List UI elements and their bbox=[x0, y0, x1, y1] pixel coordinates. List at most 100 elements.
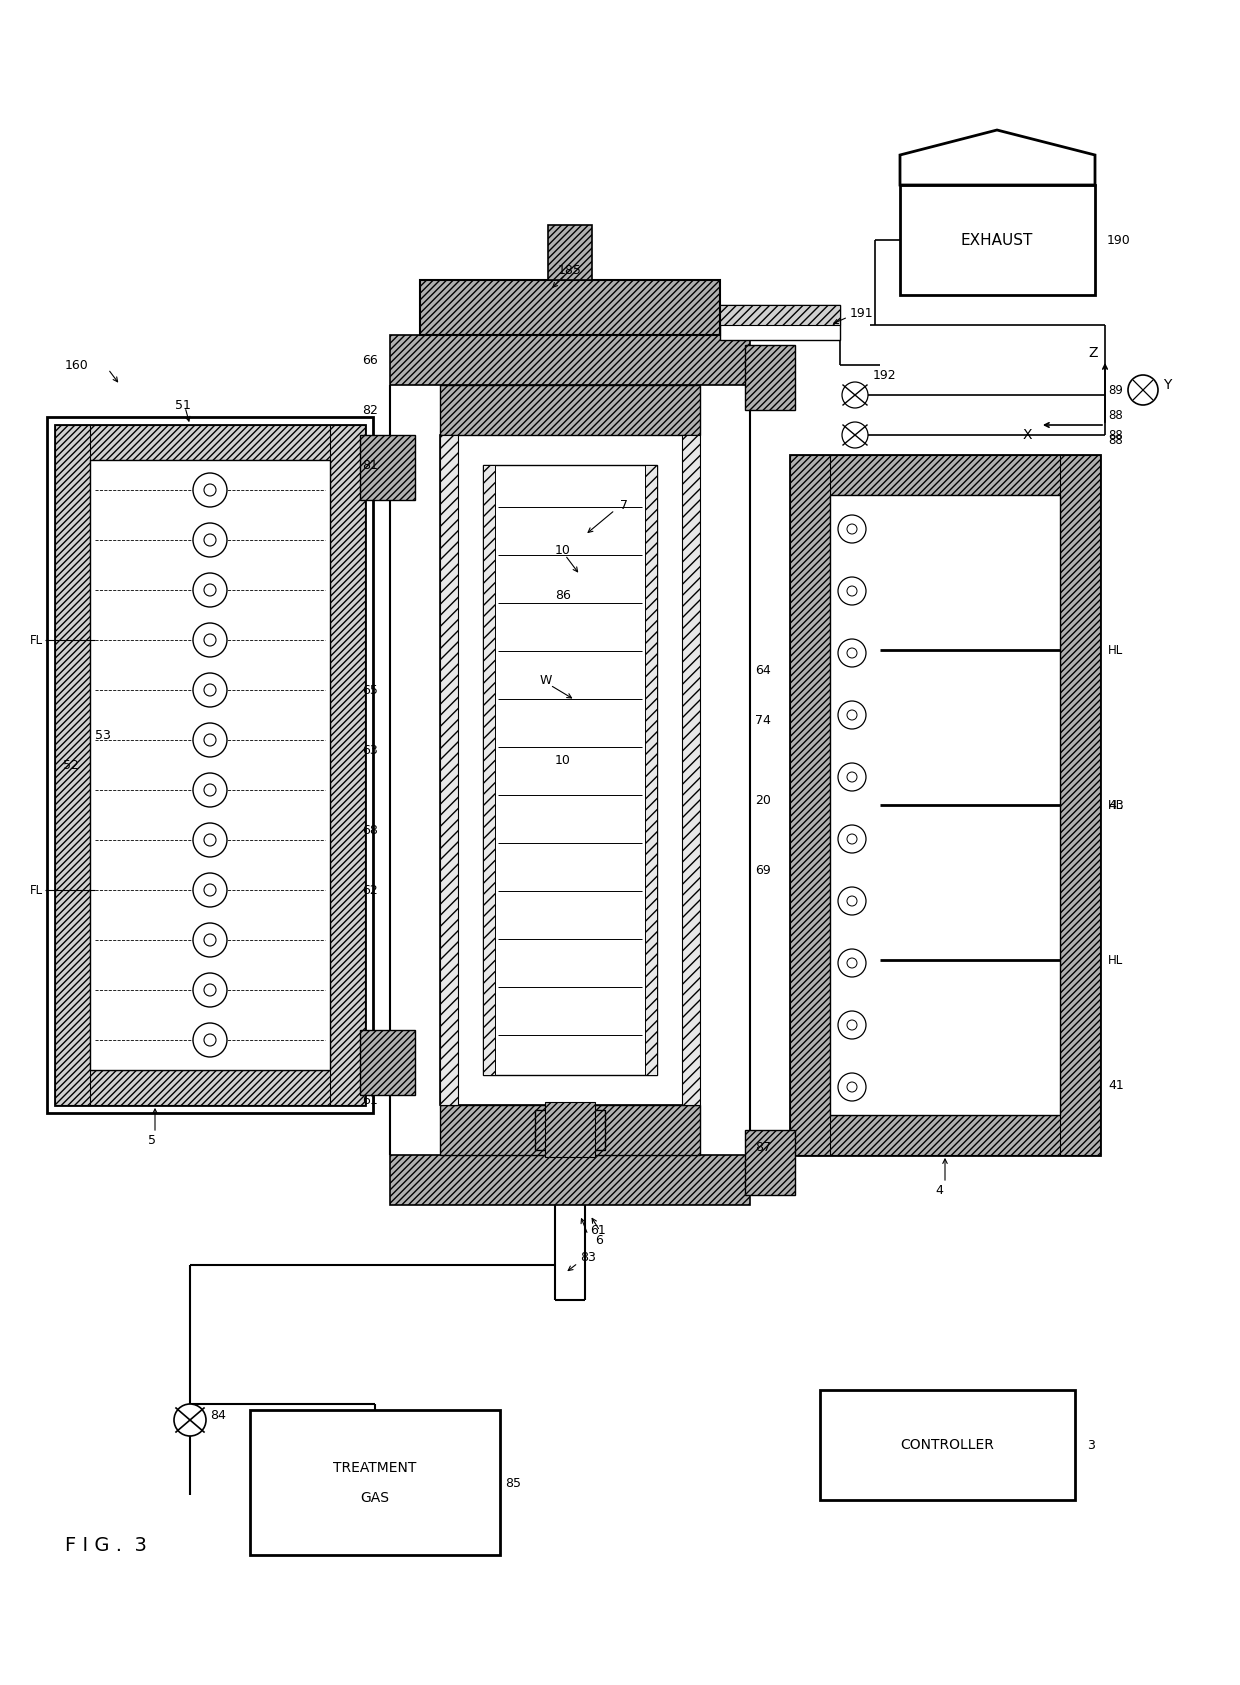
Text: 5: 5 bbox=[148, 1134, 156, 1146]
Circle shape bbox=[847, 896, 857, 907]
Text: W: W bbox=[539, 674, 552, 686]
Circle shape bbox=[193, 972, 227, 1008]
Bar bbox=[440, 384, 701, 435]
Text: 83: 83 bbox=[580, 1250, 596, 1264]
Text: 61: 61 bbox=[590, 1223, 606, 1237]
Text: 6: 6 bbox=[595, 1233, 603, 1247]
Text: GAS: GAS bbox=[361, 1491, 389, 1505]
Bar bbox=[440, 435, 701, 1105]
Text: 84: 84 bbox=[210, 1409, 226, 1422]
Circle shape bbox=[193, 873, 227, 907]
Circle shape bbox=[847, 772, 857, 782]
Circle shape bbox=[193, 672, 227, 708]
Text: 51: 51 bbox=[175, 398, 191, 411]
Circle shape bbox=[838, 763, 866, 790]
Circle shape bbox=[205, 933, 216, 945]
Bar bbox=[47, 416, 373, 1114]
Circle shape bbox=[205, 684, 216, 696]
Text: Y: Y bbox=[1163, 377, 1172, 393]
Circle shape bbox=[205, 484, 216, 495]
Text: 192: 192 bbox=[873, 369, 897, 381]
Text: 185: 185 bbox=[558, 263, 582, 276]
Text: X: X bbox=[1022, 428, 1032, 441]
Bar bbox=[546, 1102, 595, 1158]
Text: 88: 88 bbox=[1109, 428, 1122, 441]
Text: 66: 66 bbox=[362, 354, 378, 367]
Circle shape bbox=[847, 1019, 857, 1030]
Bar bbox=[790, 455, 830, 1154]
Text: 10: 10 bbox=[556, 753, 570, 767]
Text: 82: 82 bbox=[362, 403, 378, 416]
Text: 64: 64 bbox=[755, 664, 771, 676]
Text: 53: 53 bbox=[95, 728, 110, 741]
Text: 74: 74 bbox=[755, 713, 771, 726]
Bar bbox=[645, 465, 657, 1075]
Circle shape bbox=[847, 834, 857, 844]
Circle shape bbox=[847, 709, 857, 719]
Bar bbox=[91, 460, 330, 1070]
Text: HL: HL bbox=[1109, 644, 1123, 657]
Text: 43: 43 bbox=[1109, 799, 1123, 812]
Circle shape bbox=[174, 1404, 206, 1436]
Text: 88: 88 bbox=[1109, 408, 1122, 421]
Bar bbox=[720, 305, 839, 325]
Bar bbox=[391, 1154, 750, 1205]
Circle shape bbox=[193, 623, 227, 657]
Circle shape bbox=[838, 701, 866, 730]
Text: 65: 65 bbox=[362, 684, 378, 696]
Bar bbox=[440, 1105, 701, 1154]
Text: 10: 10 bbox=[556, 544, 570, 556]
Circle shape bbox=[842, 421, 868, 448]
Circle shape bbox=[205, 735, 216, 746]
Circle shape bbox=[193, 822, 227, 858]
Text: 62: 62 bbox=[362, 883, 378, 896]
Text: 63: 63 bbox=[362, 743, 378, 757]
Circle shape bbox=[205, 984, 216, 996]
Text: 7: 7 bbox=[620, 499, 627, 512]
Text: 89: 89 bbox=[1109, 384, 1123, 396]
Circle shape bbox=[838, 1073, 866, 1100]
Circle shape bbox=[205, 1035, 216, 1046]
Circle shape bbox=[838, 639, 866, 667]
Text: 85: 85 bbox=[505, 1476, 521, 1490]
Text: 88: 88 bbox=[1109, 433, 1122, 447]
Circle shape bbox=[838, 886, 866, 915]
Circle shape bbox=[205, 834, 216, 846]
Text: CONTROLLER: CONTROLLER bbox=[900, 1437, 994, 1452]
Circle shape bbox=[193, 723, 227, 757]
Text: 191: 191 bbox=[849, 307, 874, 320]
Text: FL: FL bbox=[30, 634, 43, 647]
Bar bbox=[484, 465, 657, 1075]
Bar bbox=[830, 495, 1060, 1115]
Text: 4: 4 bbox=[935, 1183, 942, 1196]
Bar bbox=[900, 185, 1095, 295]
Bar bbox=[790, 1115, 1100, 1154]
Text: TREATMENT: TREATMENT bbox=[334, 1461, 417, 1474]
Circle shape bbox=[847, 524, 857, 534]
Bar bbox=[548, 226, 591, 280]
Bar bbox=[391, 335, 750, 384]
Circle shape bbox=[838, 949, 866, 977]
Text: 68: 68 bbox=[362, 824, 378, 836]
Circle shape bbox=[193, 473, 227, 507]
Text: 3: 3 bbox=[1087, 1439, 1095, 1451]
Circle shape bbox=[205, 784, 216, 795]
Circle shape bbox=[838, 516, 866, 543]
Text: F I G .  3: F I G . 3 bbox=[64, 1537, 146, 1555]
Bar bbox=[55, 425, 365, 460]
Bar bbox=[250, 1410, 500, 1555]
Circle shape bbox=[193, 573, 227, 607]
Circle shape bbox=[838, 576, 866, 605]
Text: 20: 20 bbox=[755, 794, 771, 807]
Text: Z: Z bbox=[1089, 345, 1097, 361]
Bar bbox=[440, 435, 458, 1105]
Circle shape bbox=[205, 634, 216, 645]
Bar bbox=[330, 425, 365, 1105]
Bar bbox=[790, 455, 1100, 1154]
Circle shape bbox=[842, 382, 868, 408]
Bar bbox=[720, 305, 839, 340]
Bar bbox=[745, 345, 795, 409]
Circle shape bbox=[838, 826, 866, 853]
Circle shape bbox=[205, 534, 216, 546]
Bar bbox=[360, 435, 415, 500]
